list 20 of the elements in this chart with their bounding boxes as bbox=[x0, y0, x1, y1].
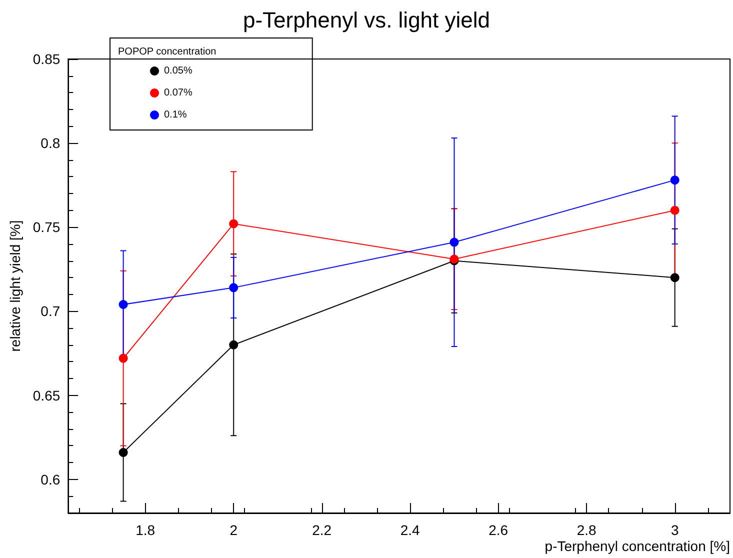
x-tick-label: 1.8 bbox=[136, 522, 156, 538]
x-axis-title: p-Terphenyl concentration [%] bbox=[544, 538, 730, 554]
y-tick-label: 0.7 bbox=[40, 303, 60, 320]
x-tick-label: 3 bbox=[670, 522, 679, 538]
y-axis-title: relative light yield [%] bbox=[7, 220, 23, 352]
x-tick-label: 2 bbox=[230, 522, 238, 538]
y-tick-label: 0.8 bbox=[40, 135, 60, 152]
y-tick-label: 0.6 bbox=[40, 471, 60, 488]
legend-label: 0.07% bbox=[164, 88, 192, 98]
legend-label: 0.1% bbox=[164, 110, 187, 120]
y-tick-label: 0.65 bbox=[32, 387, 60, 404]
x-tick-label: 2.2 bbox=[312, 522, 332, 538]
legend-label: 0.05% bbox=[164, 66, 192, 76]
legend-title: POPOP concentration bbox=[118, 46, 216, 58]
x-tick-label: 2.4 bbox=[400, 522, 420, 538]
y-tick-label: 0.75 bbox=[32, 219, 60, 236]
x-tick-label: 2.8 bbox=[576, 522, 597, 538]
y-tick-label: 0.85 bbox=[32, 51, 60, 67]
chart-title: p-Terphenyl vs. light yield bbox=[242, 8, 490, 32]
x-tick-label: 2.6 bbox=[488, 522, 508, 538]
